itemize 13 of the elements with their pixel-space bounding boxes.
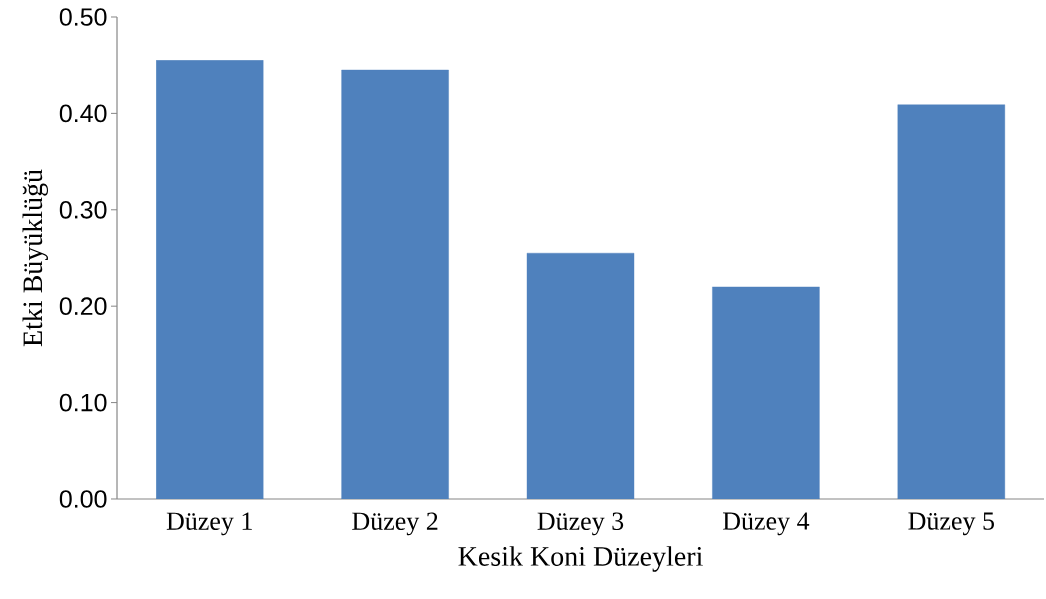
y-tick-label: 0.50 xyxy=(59,8,107,26)
y-tick-label: 0.10 xyxy=(59,393,107,412)
y-tick-label: 0.20 xyxy=(59,297,107,316)
y-tick-label: 0.30 xyxy=(59,200,107,219)
y-tick-label: 0.40 xyxy=(59,104,107,123)
x-tick-label: Düzey 5 xyxy=(908,512,994,536)
x-tick-label: Düzey 1 xyxy=(166,512,252,536)
y-axis-title: Etki Büyüklüğü xyxy=(22,169,48,347)
x-tick-label: Düzey 2 xyxy=(352,512,438,536)
x-axis-title: Kesik Koni Düzeyleri xyxy=(458,546,703,572)
x-tick-label: Düzey 4 xyxy=(722,512,810,536)
x-tick-label: Düzey 3 xyxy=(537,512,624,536)
y-tick-label: 0.00 xyxy=(59,490,107,508)
